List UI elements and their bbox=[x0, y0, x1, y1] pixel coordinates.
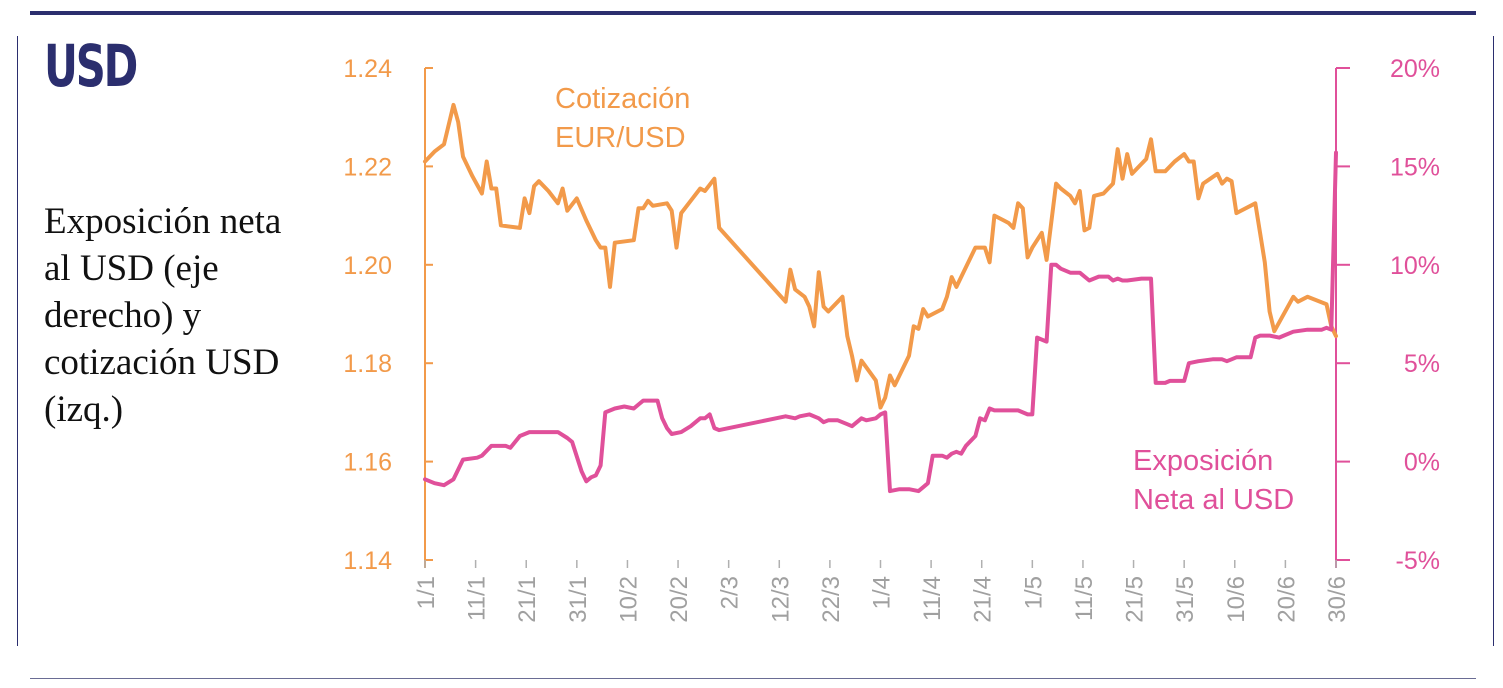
right-axis-tick-label: 15% bbox=[1390, 153, 1440, 181]
right-axis-tick-label: 5% bbox=[1404, 350, 1440, 378]
left-frame-rule bbox=[17, 36, 18, 646]
x-axis-tick-label: 1/5 bbox=[1020, 576, 1047, 609]
right-axis-tick-label: 20% bbox=[1390, 55, 1440, 83]
right-axis-tick-label: 0% bbox=[1404, 449, 1440, 477]
x-axis-tick-label: 12/3 bbox=[767, 576, 794, 623]
x-axis-tick-label: 31/5 bbox=[1172, 576, 1199, 623]
usd-exposure-series-label: Neta al USD bbox=[1133, 484, 1294, 516]
x-axis-tick-label: 31/1 bbox=[565, 576, 592, 623]
right-axis-tick-label: 10% bbox=[1390, 252, 1440, 280]
chart-labels: Cotización EUR/USD Exposición Neta al USD bbox=[555, 83, 1294, 516]
left-axis-tick-label: 1.14 bbox=[343, 547, 392, 575]
bottom-rule bbox=[30, 678, 1476, 679]
chart-series bbox=[423, 102, 1338, 494]
eurusd-series-label: Cotización bbox=[555, 83, 690, 115]
eurusd-series-label: EUR/USD bbox=[555, 122, 686, 154]
left-axis-tick-label: 1.22 bbox=[343, 153, 392, 181]
x-axis-tick-label: 11/1 bbox=[464, 576, 491, 621]
top-rule bbox=[30, 11, 1476, 15]
left-axis-tick-label: 1.18 bbox=[343, 350, 392, 378]
x-axis-tick-label: 21/1 bbox=[514, 576, 541, 623]
x-axis-tick-label: 2/3 bbox=[717, 576, 744, 609]
usd-exposure-series-label: Exposición bbox=[1133, 445, 1273, 477]
x-axis-tick-label: 10/2 bbox=[615, 576, 642, 623]
x-axis-tick-label: 10/6 bbox=[1223, 576, 1250, 623]
chart-axes: 1.24 1.22 1.20 1.18 1.16 1.14 20% 15% 10% 5% 0% -5%… bbox=[343, 55, 1440, 623]
currency-heading: USD bbox=[44, 32, 138, 100]
chart-subtitle: Exposición neta al USD (eje derecho) y c… bbox=[44, 201, 282, 430]
x-axis-tick-label: 1/1 bbox=[413, 576, 440, 609]
left-axis-tick-label: 1.16 bbox=[343, 449, 392, 477]
x-axis-tick-label: 20/2 bbox=[666, 576, 693, 623]
x-axis-tick-label: 22/3 bbox=[818, 576, 845, 623]
right-axis-tick-label: -5% bbox=[1396, 547, 1440, 575]
x-axis-tick-label: 21/4 bbox=[970, 576, 997, 623]
usd-net-exposure-line bbox=[423, 150, 1338, 494]
x-axis-tick-label: 30/6 bbox=[1324, 576, 1351, 623]
x-axis-tick-label: 11/4 bbox=[919, 576, 946, 621]
eurusd-rate-line bbox=[423, 102, 1338, 410]
left-axis-tick-label: 1.24 bbox=[343, 55, 392, 83]
right-frame-rule bbox=[1493, 36, 1494, 646]
x-axis-tick-label: 1/4 bbox=[869, 576, 896, 609]
x-axis-tick-label: 20/6 bbox=[1273, 576, 1300, 623]
x-axis-tick-label: 21/5 bbox=[1122, 576, 1149, 623]
x-axis-tick-label: 11/5 bbox=[1071, 576, 1098, 621]
left-axis-tick-label: 1.20 bbox=[343, 252, 392, 280]
